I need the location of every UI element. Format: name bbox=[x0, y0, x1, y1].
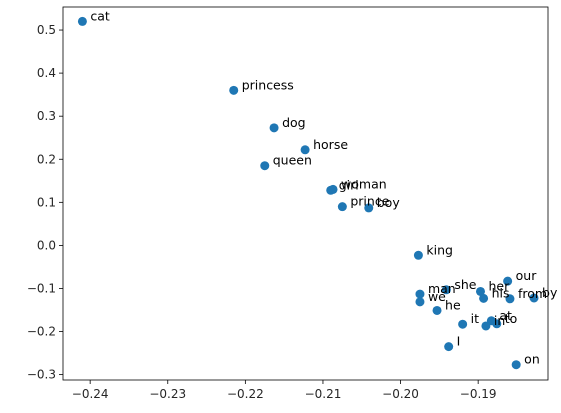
point-I bbox=[444, 342, 454, 352]
point-label-to: to bbox=[505, 311, 518, 326]
point-label-king: king bbox=[426, 242, 453, 257]
point-label-boy: boy bbox=[377, 195, 401, 210]
point-label-our: our bbox=[516, 268, 538, 283]
point-label-by: by bbox=[542, 285, 558, 300]
y-tick-label: 0.2 bbox=[37, 152, 56, 166]
point-our bbox=[503, 276, 513, 286]
x-tick-label: −0.20 bbox=[382, 387, 419, 401]
point-label-girl: girl bbox=[339, 177, 359, 192]
point-his bbox=[479, 293, 489, 303]
point-label-he: he bbox=[445, 297, 461, 312]
point-dog bbox=[269, 123, 279, 133]
point-label-queen: queen bbox=[273, 153, 312, 168]
point-label-on: on bbox=[524, 352, 540, 367]
point-woman bbox=[328, 184, 338, 194]
point-label-at: at bbox=[499, 308, 512, 323]
point-label-in: in bbox=[494, 313, 505, 328]
point-on bbox=[511, 360, 521, 370]
point-horse bbox=[300, 145, 310, 155]
point-boy bbox=[364, 203, 374, 213]
point-in bbox=[481, 321, 491, 331]
point-cat bbox=[77, 16, 87, 26]
point-labels: catprincessdoghorsequeengirlwomanprinceb… bbox=[90, 8, 558, 366]
point-prince bbox=[337, 202, 347, 212]
point-from bbox=[505, 294, 515, 304]
point-we bbox=[415, 297, 425, 307]
x-tick-label: −0.22 bbox=[227, 387, 264, 401]
point-label-dog: dog bbox=[282, 115, 306, 130]
y-tick-label: −0.1 bbox=[27, 281, 56, 295]
x-tick-label: −0.24 bbox=[72, 387, 109, 401]
point-by bbox=[529, 293, 539, 303]
point-label-his: his bbox=[492, 285, 510, 300]
y-tick-label: 0.3 bbox=[37, 109, 56, 123]
point-he bbox=[432, 305, 442, 315]
point-queen bbox=[260, 161, 270, 171]
point-label-man: man bbox=[428, 281, 456, 296]
y-tick-label: −0.2 bbox=[27, 325, 56, 339]
plot-frame bbox=[62, 6, 549, 381]
point-princess bbox=[229, 85, 239, 95]
x-tick-label: −0.19 bbox=[460, 387, 497, 401]
x-axis-ticks: −0.24 −0.23 −0.22 −0.21 −0.20 −0.19 bbox=[72, 380, 497, 401]
point-label-from: from bbox=[518, 286, 547, 301]
y-tick-label: −0.3 bbox=[27, 368, 56, 382]
point-label-prince: prince bbox=[350, 194, 389, 209]
y-tick-label: 0.0 bbox=[37, 238, 56, 252]
point-label-I: I bbox=[457, 334, 461, 349]
point-label-horse: horse bbox=[313, 137, 348, 152]
point-label-her: her bbox=[488, 278, 510, 293]
point-her bbox=[475, 286, 485, 296]
point-label-princess: princess bbox=[242, 77, 294, 92]
point-king bbox=[413, 250, 423, 260]
point-label-cat: cat bbox=[90, 8, 110, 23]
point-to bbox=[492, 319, 502, 329]
point-it bbox=[458, 319, 468, 329]
point-label-woman: woman bbox=[341, 176, 387, 191]
point-label-we: we bbox=[428, 289, 446, 304]
y-tick-label: 0.1 bbox=[37, 195, 56, 209]
x-tick-label: −0.23 bbox=[149, 387, 186, 401]
point-label-she: she bbox=[454, 277, 476, 292]
x-tick-label: −0.21 bbox=[305, 387, 342, 401]
y-tick-label: 0.5 bbox=[37, 23, 56, 37]
point-she bbox=[441, 285, 451, 295]
y-tick-label: 0.4 bbox=[37, 66, 56, 80]
y-axis-ticks: −0.3 −0.2 −0.1 0.0 0.1 0.2 0.3 0.4 0.5 bbox=[27, 23, 63, 382]
point-man bbox=[415, 289, 425, 299]
data-points bbox=[77, 16, 539, 370]
point-label-it: it bbox=[471, 311, 479, 326]
